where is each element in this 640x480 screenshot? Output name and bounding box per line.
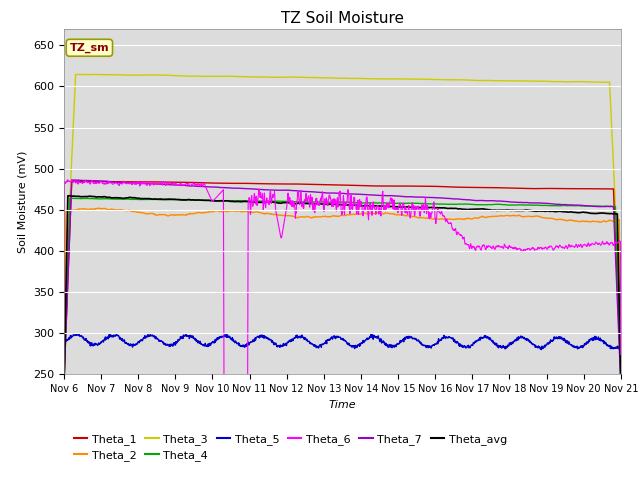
Theta_6 — [502, 244, 510, 250]
Theta_2 — [60, 393, 68, 398]
Theta_7 — [502, 199, 509, 204]
Theta_2 — [184, 211, 192, 217]
Theta_4 — [60, 386, 68, 392]
Theta_7 — [551, 201, 559, 207]
Theta_2 — [429, 216, 437, 222]
Theta_5 — [182, 331, 190, 337]
Theta_1 — [68, 179, 76, 184]
Theta_7 — [184, 183, 192, 189]
Theta_3 — [60, 324, 68, 330]
Theta_3 — [617, 320, 625, 326]
Theta_6 — [60, 312, 68, 317]
Theta_6 — [171, 182, 179, 188]
Title: TZ Soil Moisture: TZ Soil Moisture — [281, 11, 404, 26]
Theta_5 — [60, 339, 68, 345]
Theta_1 — [551, 186, 559, 192]
Theta_7 — [617, 381, 625, 387]
Theta_7 — [68, 177, 76, 183]
Theta_2 — [502, 213, 509, 218]
Theta_2 — [95, 205, 103, 211]
X-axis label: Time: Time — [328, 400, 356, 409]
Theta_4 — [502, 202, 509, 208]
Theta_3 — [551, 79, 559, 84]
Theta_3 — [171, 73, 179, 79]
Theta_avg — [66, 193, 74, 199]
Legend: Theta_1, Theta_2, Theta_3, Theta_4, Theta_5, Theta_6, Theta_7, Theta_avg: Theta_1, Theta_2, Theta_3, Theta_4, Thet… — [70, 429, 511, 466]
Theta_2 — [617, 361, 625, 367]
Theta_5 — [502, 345, 509, 351]
Theta_4 — [171, 197, 179, 203]
Theta_6 — [429, 200, 437, 206]
Theta_avg — [502, 207, 509, 213]
Theta_2 — [551, 216, 559, 222]
Theta_3 — [246, 74, 254, 80]
Theta_1 — [60, 378, 68, 384]
Theta_avg — [246, 199, 254, 205]
Theta_3 — [79, 72, 86, 77]
Theta_5 — [429, 342, 437, 348]
Theta_6 — [247, 205, 255, 211]
Line: Theta_2: Theta_2 — [64, 208, 621, 396]
Theta_4 — [429, 201, 437, 207]
Theta_3 — [502, 78, 509, 84]
Y-axis label: Soil Moisture (mV): Soil Moisture (mV) — [17, 150, 28, 253]
Theta_avg — [617, 376, 625, 382]
Theta_avg — [171, 196, 179, 202]
Theta_1 — [429, 183, 437, 189]
Theta_7 — [60, 377, 68, 383]
Line: Theta_4: Theta_4 — [64, 198, 621, 389]
Theta_4 — [551, 203, 559, 208]
Theta_4 — [184, 197, 192, 203]
Theta_7 — [171, 182, 179, 188]
Theta_3 — [184, 73, 192, 79]
Theta_5 — [617, 343, 625, 349]
Theta_avg — [429, 204, 437, 210]
Theta_6 — [552, 244, 559, 250]
Theta_3 — [429, 77, 437, 83]
Line: Theta_5: Theta_5 — [64, 334, 621, 349]
Line: Theta_1: Theta_1 — [64, 181, 621, 381]
Theta_1 — [502, 185, 509, 191]
Line: Theta_3: Theta_3 — [64, 74, 621, 327]
Theta_4 — [617, 378, 625, 384]
Theta_1 — [617, 372, 625, 378]
Theta_6 — [617, 352, 625, 358]
Line: Theta_6: Theta_6 — [64, 180, 621, 480]
Theta_4 — [70, 195, 77, 201]
Theta_6 — [63, 177, 71, 183]
Theta_7 — [246, 186, 254, 192]
Theta_1 — [184, 180, 192, 185]
Line: Theta_7: Theta_7 — [64, 180, 621, 384]
Theta_5 — [170, 340, 178, 346]
Theta_avg — [551, 209, 559, 215]
Theta_1 — [246, 180, 254, 186]
Text: TZ_sm: TZ_sm — [70, 43, 109, 53]
Theta_6 — [184, 181, 192, 187]
Theta_avg — [60, 385, 68, 391]
Theta_5 — [246, 339, 254, 345]
Theta_7 — [429, 195, 437, 201]
Theta_avg — [184, 197, 192, 203]
Theta_2 — [171, 213, 179, 218]
Theta_5 — [184, 333, 192, 339]
Theta_4 — [246, 198, 254, 204]
Theta_2 — [246, 209, 254, 215]
Theta_5 — [538, 347, 545, 352]
Theta_1 — [171, 180, 179, 185]
Theta_5 — [552, 336, 559, 341]
Line: Theta_avg: Theta_avg — [64, 196, 621, 388]
